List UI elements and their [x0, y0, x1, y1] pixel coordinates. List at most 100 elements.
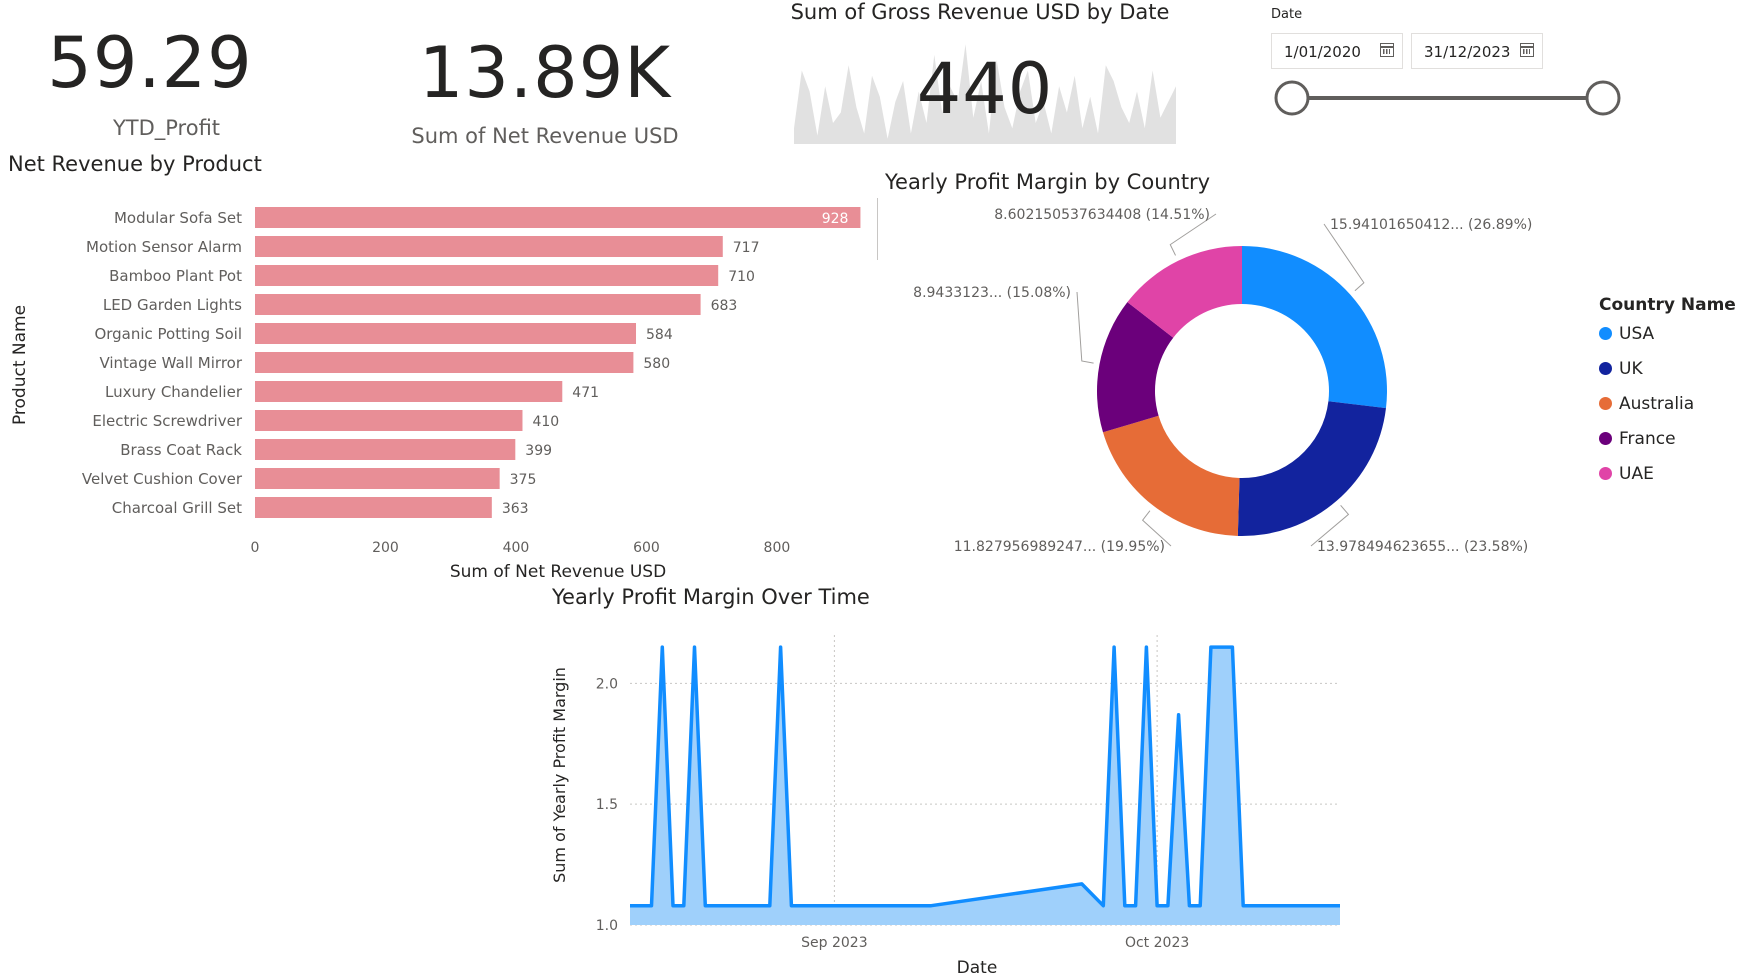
x-tick-label: 0: [251, 540, 260, 556]
bar-chart-title: Net Revenue by Product: [8, 152, 262, 176]
series-line: [630, 645, 1340, 908]
bar: [255, 207, 861, 228]
date-start-input[interactable]: 1/01/2020: [1271, 33, 1403, 69]
bar-data-label: 928: [822, 211, 849, 227]
legend-item-france[interactable]: France: [1599, 429, 1676, 449]
gross-revenue-value: 440: [916, 48, 1054, 130]
profit-margin-by-country-chart: 15.94101650412... (26.89%) 13.97849462365…: [913, 207, 1532, 555]
date-start-value: 1/01/2020: [1284, 43, 1361, 61]
y-tick-label: 2.0: [596, 676, 618, 692]
bar: [255, 352, 634, 373]
legend-item-uk[interactable]: UK: [1599, 359, 1643, 379]
legend-dot: [1599, 397, 1612, 410]
ytd-profit-label: YTD_Profit: [112, 116, 221, 140]
calendar-icon[interactable]: [1380, 43, 1394, 57]
x-tick-label: 200: [372, 540, 399, 556]
date-range-slider[interactable]: [1270, 78, 1625, 118]
bar: [255, 497, 492, 518]
date-end-input[interactable]: 31/12/2023: [1411, 33, 1543, 69]
bar-category-label: Organic Potting Soil: [94, 325, 242, 343]
x-tick-label: 400: [503, 540, 530, 556]
legend-label: UAE: [1619, 464, 1654, 484]
bar-category-label: Velvet Cushion Cover: [82, 470, 243, 488]
gross-revenue-sparkline: [794, 44, 1176, 144]
bar-data-label: 410: [532, 414, 559, 430]
bar-category-label: Brass Coat Rack: [120, 441, 242, 459]
slider-end-handle[interactable]: [1585, 80, 1621, 116]
y-axis-title: Sum of Yearly Profit Margin: [550, 667, 569, 883]
legend-dot: [1599, 362, 1612, 375]
net-revenue-by-product-chart: Product Name Modular Sofa Set 928 Motion Se…: [10, 207, 861, 582]
donut-data-label: 8.9433123... (15.08%): [913, 285, 1071, 301]
legend-item-usa[interactable]: USA: [1599, 324, 1654, 344]
gross-revenue-title: Sum of Gross Revenue USD by Date: [790, 0, 1170, 24]
date-end-value: 31/12/2023: [1424, 43, 1511, 61]
bar: [255, 381, 563, 402]
bar-data-label: 584: [646, 327, 673, 343]
legend-dot: [1599, 432, 1612, 445]
leader-line: [1310, 505, 1350, 547]
x-axis-title: Date: [957, 958, 998, 975]
bar-data-label: 710: [728, 269, 755, 285]
x-tick-label: Sep 2023: [801, 935, 867, 951]
bar-data-label: 363: [502, 501, 529, 517]
leader-line: [1169, 213, 1217, 256]
legend-label: USA: [1619, 324, 1655, 344]
date-slicer-label: Date: [1271, 7, 1303, 22]
legend-title: Country Name: [1599, 295, 1736, 315]
net-revenue-label: Sum of Net Revenue USD: [411, 124, 679, 148]
bar-category-label: Vintage Wall Mirror: [99, 354, 242, 372]
bar-category-label: Charcoal Grill Set: [112, 499, 242, 517]
y-tick-label: 1.5: [596, 797, 618, 813]
bar-category-label: Modular Sofa Set: [114, 209, 242, 227]
donut-slice-australia: [1102, 415, 1240, 536]
leader-line: [1323, 223, 1365, 292]
slider-start-handle[interactable]: [1274, 80, 1310, 116]
bar-data-label: 683: [711, 298, 738, 314]
legend-label: Australia: [1619, 394, 1695, 414]
bar-category-label: Bamboo Plant Pot: [109, 267, 242, 285]
area-fill: [630, 647, 1340, 925]
donut-data-label: 15.94101650412... (26.89%): [1330, 217, 1532, 233]
bar-category-label: Luxury Chandelier: [105, 383, 243, 401]
legend-item-uae[interactable]: UAE: [1599, 464, 1654, 484]
sparkline-area: [794, 44, 1176, 144]
bar-data-label: 471: [572, 385, 599, 401]
donut-data-label: 11.827956989247... (19.95%): [954, 539, 1165, 555]
bar-data-label: 580: [643, 356, 670, 372]
bar-category-label: LED Garden Lights: [103, 296, 242, 314]
legend-dot: [1599, 327, 1612, 340]
donut-slice-uae: [1127, 246, 1242, 338]
bar-category-label: Electric Screwdriver: [92, 412, 242, 430]
x-tick-label: 800: [764, 540, 791, 556]
donut-slice-uk: [1237, 401, 1386, 536]
x-tick-label: Oct 2023: [1125, 935, 1189, 951]
donut-data-label: 13.978494623655... (23.58%): [1317, 539, 1528, 555]
legend-label: France: [1619, 429, 1676, 449]
bar: [255, 236, 723, 257]
donut-chart-title: Yearly Profit Margin by Country: [885, 170, 1211, 194]
leader-line: [1076, 291, 1094, 364]
bar-data-label: 717: [733, 240, 760, 256]
net-revenue-value: 13.89K: [418, 32, 672, 114]
bar-category-label: Motion Sensor Alarm: [86, 238, 242, 256]
profit-margin-over-time-chart: 1.0 1.5 2.0 Sep 2023 Oct 2023 Sum of Yearly P…: [550, 635, 1340, 975]
donut-data-label: 8.602150537634408 (14.51%): [994, 207, 1210, 223]
bar-chart-divider: [877, 198, 878, 260]
ytd-profit-value: 59.29: [47, 22, 253, 104]
x-tick-label: 600: [633, 540, 660, 556]
donut-slice-usa: [1242, 246, 1387, 409]
legend-item-australia[interactable]: Australia: [1599, 394, 1694, 414]
line-chart-title: Yearly Profit Margin Over Time: [552, 585, 870, 609]
x-axis-title: Sum of Net Revenue USD: [450, 562, 666, 582]
bar: [255, 410, 523, 431]
legend-dot: [1599, 467, 1612, 480]
bar: [255, 468, 500, 489]
bar: [255, 265, 719, 286]
bar: [255, 323, 637, 344]
calendar-icon[interactable]: [1520, 43, 1534, 57]
bar: [255, 439, 516, 460]
bar-data-label: 399: [525, 443, 552, 459]
legend-label: UK: [1619, 359, 1643, 379]
bar-data-label: 375: [510, 472, 537, 488]
